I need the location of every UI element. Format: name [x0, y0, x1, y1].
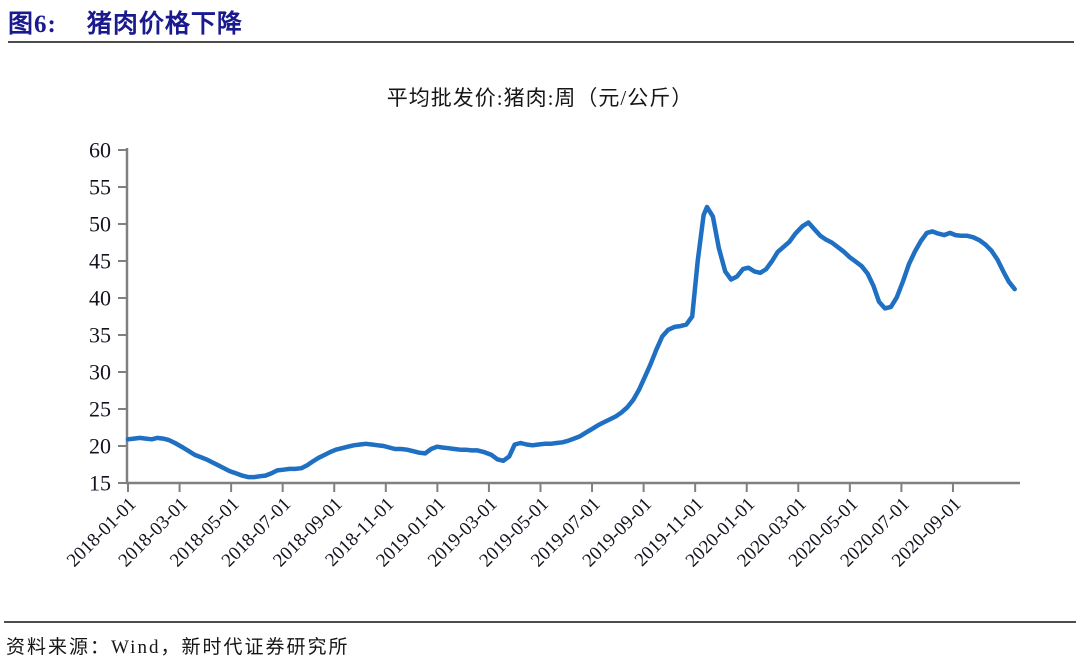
y-tick-label: 50 — [89, 212, 111, 237]
header-divider — [8, 41, 1074, 43]
y-tick-label: 60 — [89, 138, 111, 163]
footer-divider — [4, 621, 1076, 623]
y-tick-label: 25 — [89, 397, 111, 422]
y-tick-label: 30 — [89, 360, 111, 385]
figure-title: 猪肉价格下降 — [86, 11, 243, 38]
y-tick-label: 20 — [89, 434, 111, 459]
y-tick-label: 40 — [89, 286, 111, 311]
y-tick-label: 45 — [89, 249, 111, 274]
pork-price-line-chart: 605550454035302520152018-01-012018-03-01… — [63, 138, 1020, 571]
y-tick-label: 55 — [89, 175, 111, 200]
y-tick-label: 15 — [89, 471, 111, 496]
price-line — [125, 204, 1017, 480]
y-tick-label: 35 — [89, 323, 111, 348]
axis-lines — [125, 148, 1020, 485]
figure-header: 图6: 猪肉价格下降 — [8, 4, 1072, 40]
figure-number-label: 图6: — [8, 11, 57, 38]
chart-title: 平均批发价:猪肉:周（元/公斤） — [386, 86, 694, 110]
source-note: 资料来源：Wind，新时代证券研究所 — [6, 637, 350, 658]
